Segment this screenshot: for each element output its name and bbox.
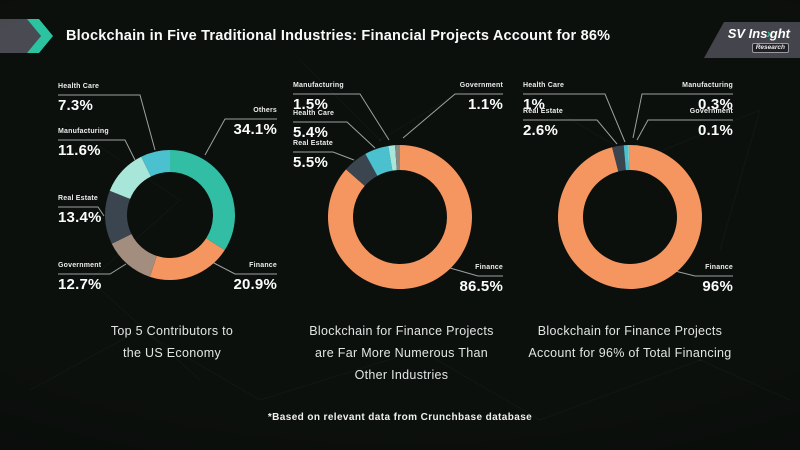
caption-line: Top 5 Contributors to <box>110 324 234 338</box>
logo-brand-text: SV Ins›ght <box>727 26 790 41</box>
research-badge: Research <box>751 43 789 53</box>
callout-finance: Finance 20.9% <box>233 262 277 293</box>
callout-health-care: Health Care 1% <box>523 82 564 113</box>
caption-line: Other Industries <box>354 368 449 382</box>
callout-real-estate: Real Estate 2.6% <box>523 108 563 139</box>
callout-finance: Finance 86.5% <box>459 264 503 295</box>
callout-government: Government 12.7% <box>58 262 102 293</box>
callout-label: Finance <box>249 262 277 269</box>
callout-value: 2.6% <box>523 122 558 139</box>
callout-government: Government 1.1% <box>460 82 503 113</box>
page-title: Blockchain in Five Traditional Industrie… <box>66 28 611 44</box>
donut-segment-real-estate <box>105 190 132 244</box>
donut-segment-health-care <box>365 145 393 176</box>
callout-label: Government <box>459 82 503 89</box>
callout-label: Real Estate <box>58 195 98 202</box>
sv-insight-logo: SV Ins›ght Research <box>704 22 800 58</box>
callout-value: 86.5% <box>459 278 503 295</box>
callout-label: Manufacturing <box>682 82 733 89</box>
callout-label: Finance <box>705 264 733 271</box>
caption-line: the US Economy <box>123 346 221 360</box>
callout-value: 96% <box>702 278 733 295</box>
callout-label: Health Care <box>293 110 335 117</box>
callout-label: Government <box>58 262 102 269</box>
donut-chart-project-count <box>328 145 472 289</box>
callout-manufacturing: Manufacturing 11.6% <box>58 128 109 159</box>
chart-panel-project-count: Manufacturing 1.5% Health Care 5.4% Real… <box>285 78 518 390</box>
callout-label: Health Care <box>58 83 100 90</box>
chart-panel-financing-share: Health Care 1% Real Estate 2.6% Manufact… <box>505 78 755 390</box>
donut-chart-us-economy <box>105 150 235 280</box>
callout-manufacturing: Manufacturing 0.3% <box>682 82 733 113</box>
callout-value: 34.1% <box>233 121 277 138</box>
callout-value: 7.3% <box>58 97 93 114</box>
callout-value: 0.1% <box>698 122 733 139</box>
callout-label: Manufacturing <box>58 128 109 135</box>
donut-segment-manufacturing <box>628 145 630 171</box>
callout-value: 5.4% <box>293 124 328 141</box>
callout-value: 13.4% <box>58 209 102 226</box>
donut-segment-health-care <box>623 145 629 171</box>
logo-chevron-icon: › <box>766 26 771 41</box>
chart-caption: Blockchain for Finance Projects are Far … <box>285 320 518 386</box>
callout-value: 11.6% <box>58 142 101 159</box>
callout-real-estate: Real Estate 5.5% <box>293 140 333 171</box>
chart-caption: Blockchain for Finance Projects Account … <box>505 320 755 364</box>
caption-line: Account for 96% of Total Financing <box>528 346 732 360</box>
callout-value: 0.3% <box>698 96 733 113</box>
callout-label: Others <box>253 107 277 114</box>
source-footnote: *Based on relevant data from Crunchbase … <box>267 412 533 423</box>
donut-segment-government <box>395 145 400 171</box>
chart-caption: Top 5 Contributors to the US Economy <box>40 320 304 364</box>
callout-value: 1% <box>523 96 546 113</box>
donut-segment-real-estate <box>612 145 626 172</box>
donut-segment-finance <box>149 238 225 280</box>
callout-value: 1.5% <box>293 96 328 113</box>
callout-finance: Finance 96% <box>702 264 733 295</box>
callout-label: Finance <box>475 264 503 271</box>
caption-line: Blockchain for Finance Projects <box>537 324 723 338</box>
callout-label: Government <box>689 108 733 115</box>
chart-panel-us-economy: Health Care 7.3% Manufacturing 11.6% Rea… <box>40 78 290 390</box>
callout-label: Real Estate <box>293 140 333 147</box>
callout-value: 12.7% <box>58 276 102 293</box>
caption-line: Blockchain for Finance Projects <box>309 324 494 338</box>
donut-segment-real-estate <box>345 153 378 186</box>
caption-line: are Far More Numerous Than <box>315 346 488 360</box>
donut-segment-finance <box>328 145 472 289</box>
callout-value: 20.9% <box>233 276 277 293</box>
callout-others: Others 34.1% <box>233 107 277 138</box>
callout-value: 5.5% <box>293 154 328 171</box>
callout-real-estate: Real Estate 13.4% <box>58 195 102 226</box>
donut-segment-manufacturing <box>388 145 397 171</box>
callout-manufacturing: Manufacturing 1.5% <box>293 82 344 113</box>
callout-label: Health Care <box>523 82 565 89</box>
donut-segment-health-care <box>141 150 170 177</box>
header-chevron-icon <box>0 19 53 53</box>
donut-segment-finance <box>558 145 702 289</box>
donut-segment-manufacturing <box>109 156 151 199</box>
donut-segment-others <box>170 150 235 251</box>
donut-segment-government <box>111 234 157 277</box>
callout-health-care: Health Care 7.3% <box>58 83 99 114</box>
donut-chart-financing-share <box>558 145 702 289</box>
callout-label: Real Estate <box>523 108 563 115</box>
callout-government: Government 0.1% <box>690 108 733 139</box>
callout-health-care: Health Care 5.4% <box>293 110 334 141</box>
callout-value: 1.1% <box>468 96 503 113</box>
callout-label: Manufacturing <box>293 82 344 89</box>
